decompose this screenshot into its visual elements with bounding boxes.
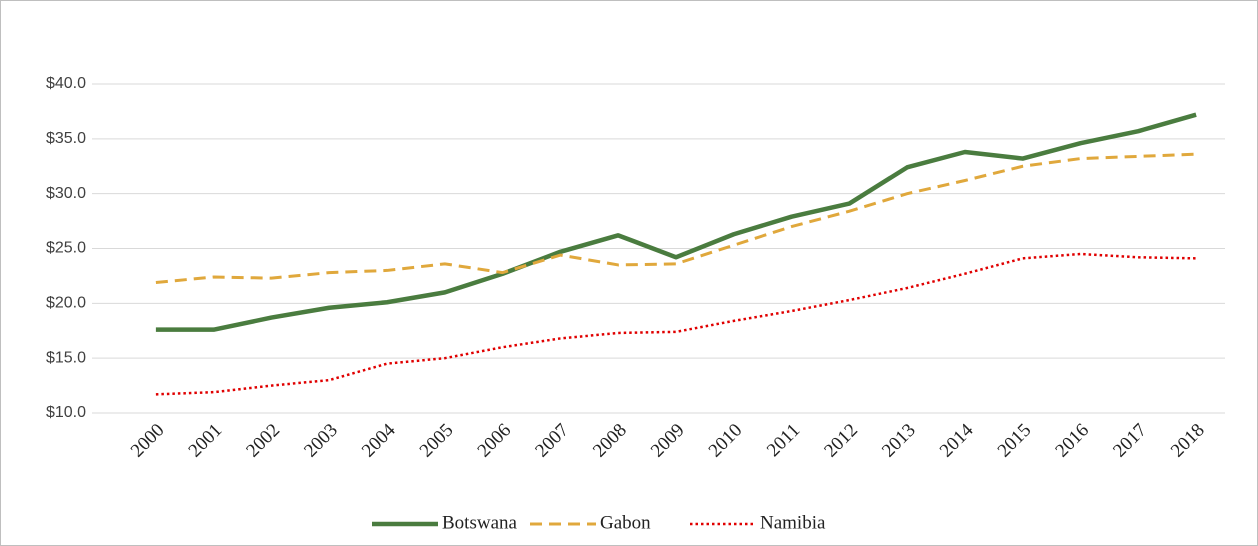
y-tick-label: $35.0 [46,130,86,147]
legend-label: Gabon [600,512,651,533]
y-tick-label: $10.0 [46,404,86,421]
legend-label: Namibia [760,512,826,533]
y-tick-label: $20.0 [46,295,86,312]
y-tick-label: $15.0 [46,349,86,366]
y-tick-label: $40.0 [46,75,86,92]
y-tick-label: $30.0 [46,185,86,202]
legend-label: Botswana [442,512,518,533]
series-line [155,112,1197,332]
series-line [155,152,1197,284]
y-tick-label: $25.0 [46,240,86,257]
